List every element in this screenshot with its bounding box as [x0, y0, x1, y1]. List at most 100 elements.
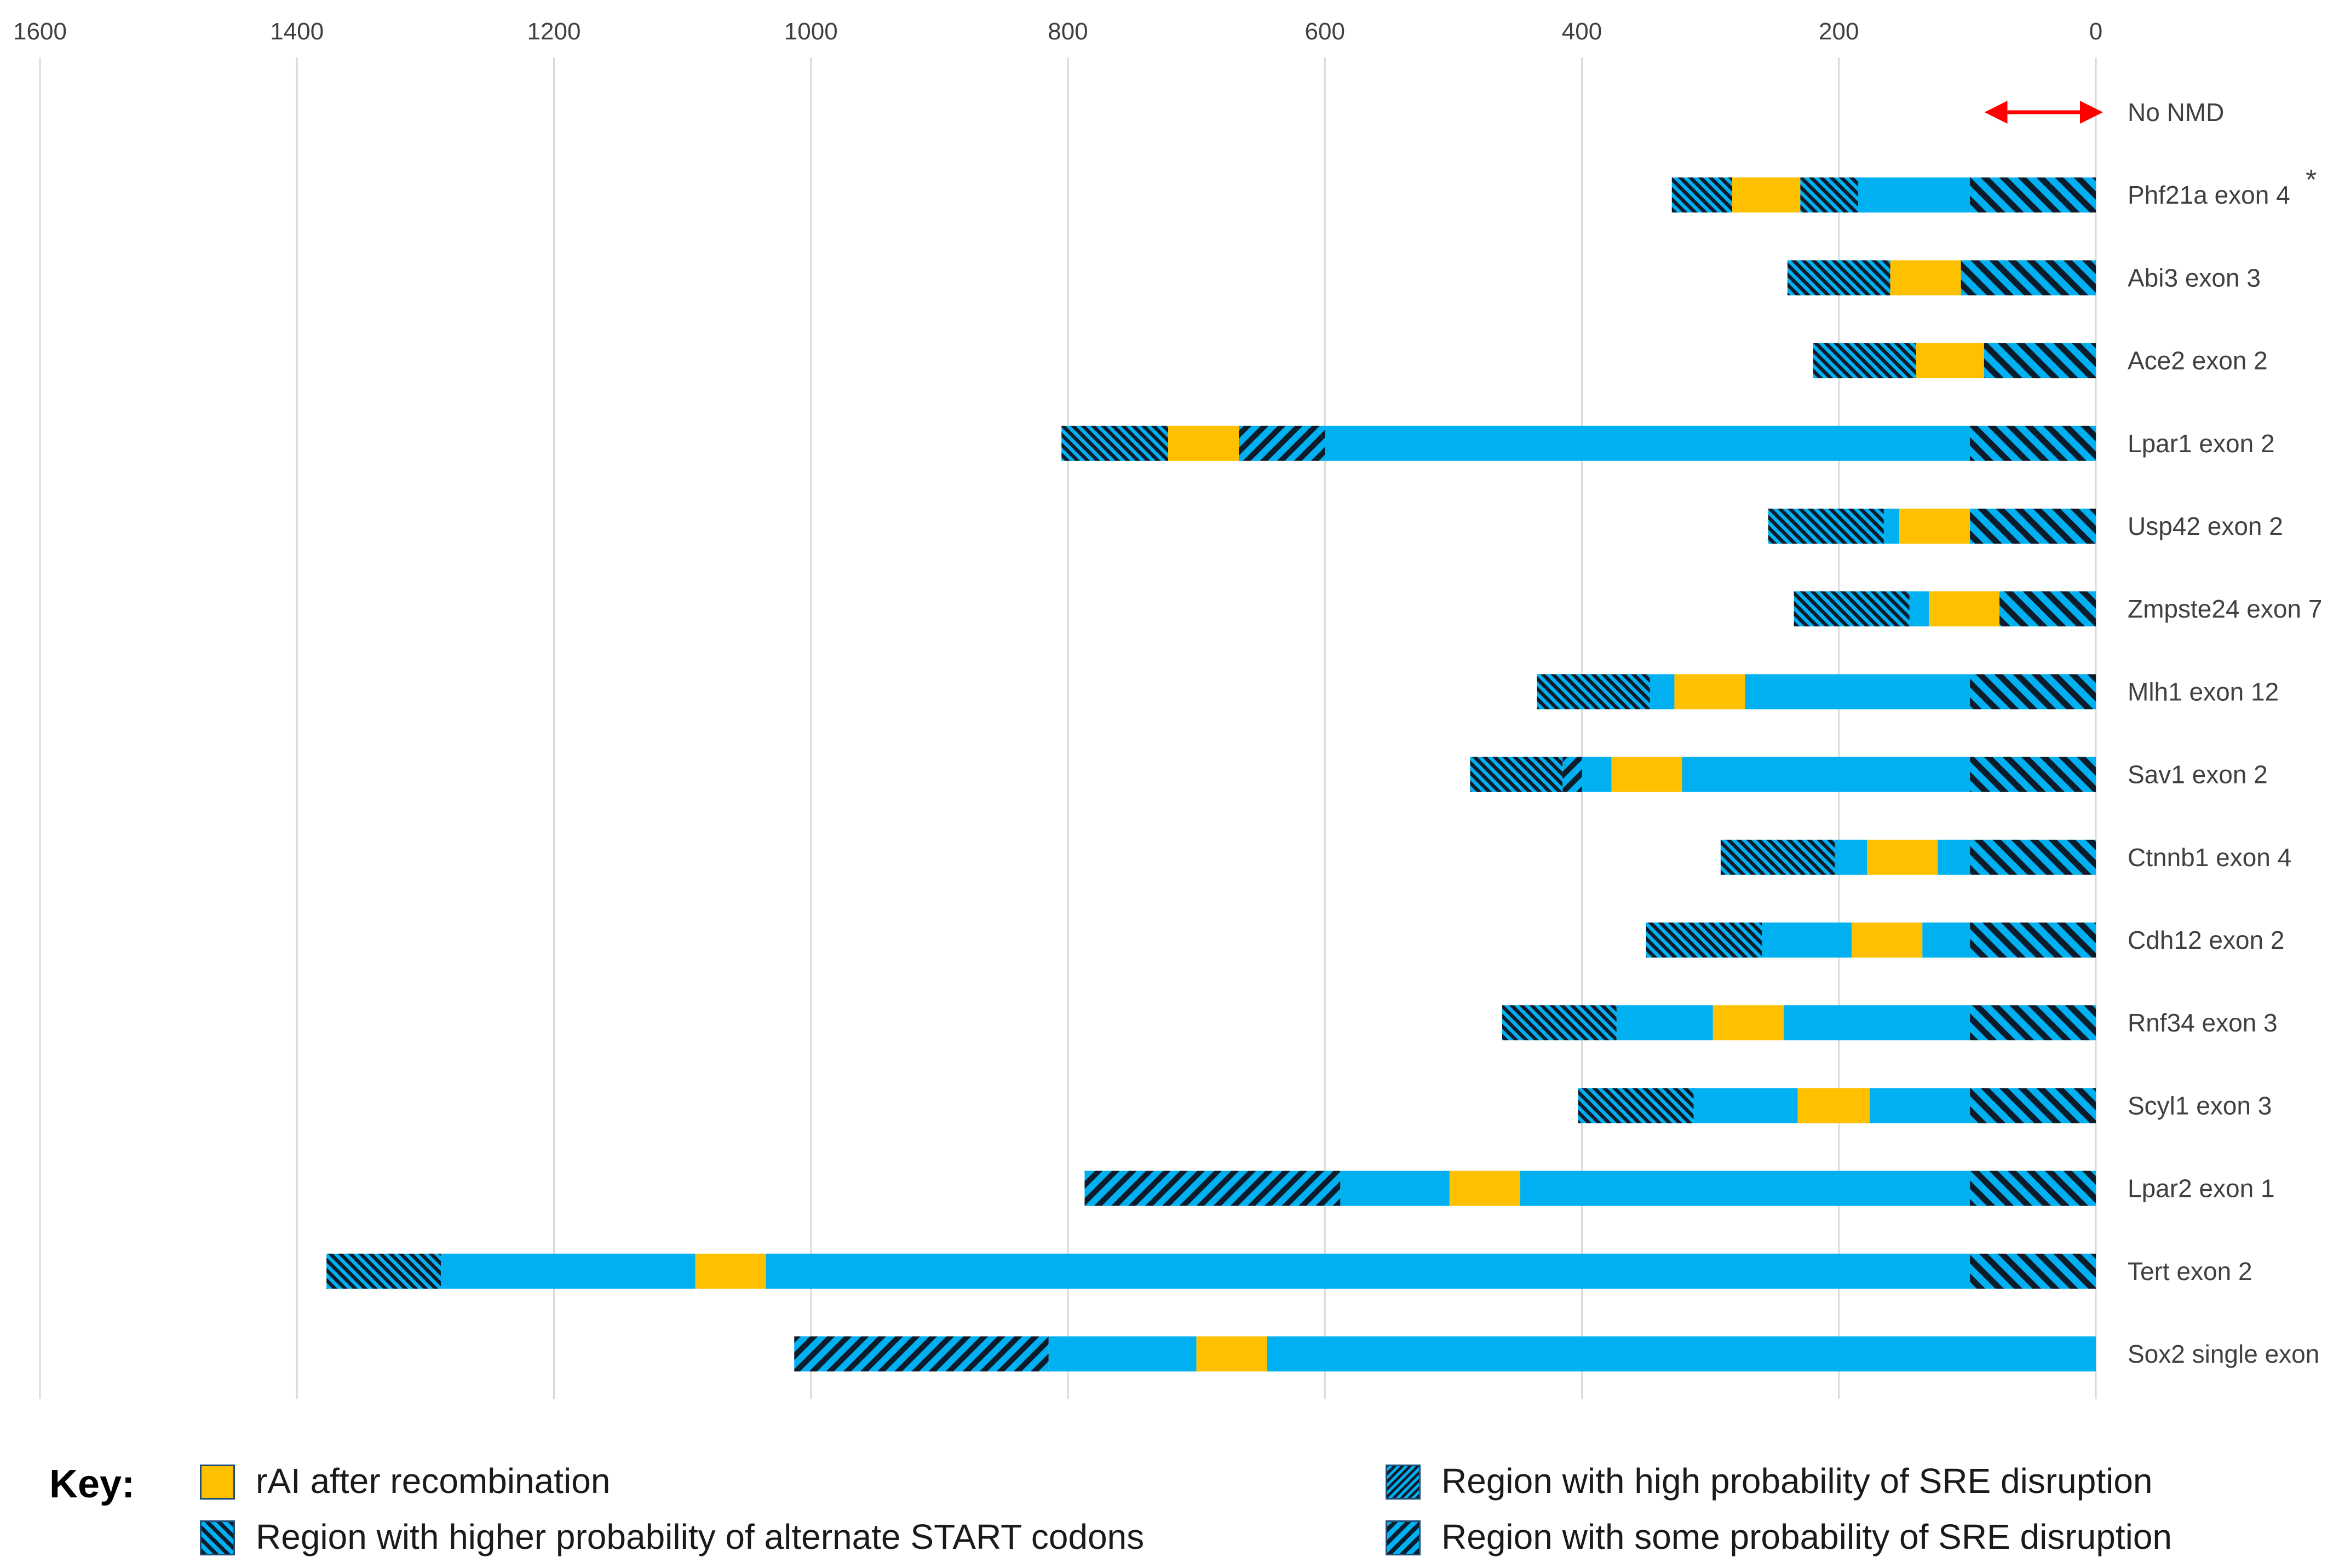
legend-label-sre-high: Region with high probability of SRE disr…: [1441, 1461, 2153, 1501]
category-label: Lpar2 exon 1: [2128, 1174, 2275, 1203]
bar-segment-plain: [1922, 923, 1970, 958]
bar-segment-sre_some: [1984, 343, 2096, 378]
bar-segment-sre_high: [1671, 177, 1733, 213]
bar-segment-plain: [1761, 923, 1852, 958]
legend: Key: rAI after recombination Region with…: [49, 1445, 2295, 1557]
bar-row: [1537, 674, 2096, 710]
bar-segment-plain: [1520, 1171, 1970, 1206]
bar-segment-start: [1084, 1171, 1341, 1206]
legend-swatch-start: [200, 1520, 235, 1555]
x-tick-label: 400: [1562, 18, 1602, 45]
legend-label-start: Region with higher probability of altern…: [256, 1517, 1145, 1557]
category-label: Tert exon 2: [2128, 1257, 2252, 1285]
bar-segment-plain: [1745, 674, 1970, 710]
bar-segment-plain: [1650, 674, 1675, 710]
bar-segment-sre_high: [1537, 674, 1650, 710]
bar-segment-start: [1562, 757, 1582, 792]
legend-item-start: Region with higher probability of altern…: [200, 1517, 1144, 1557]
bar-segment-sre_some: [1970, 509, 2096, 544]
bar-segment-sre_high: [1502, 1005, 1617, 1041]
x-tick-label: 1000: [784, 18, 838, 45]
category-label: Cdh12 exon 2: [2128, 926, 2284, 954]
bar-segment-sre_some: [1970, 425, 2096, 461]
bar-segment-plain: [1048, 1336, 1197, 1371]
x-tick-label: 1400: [270, 18, 324, 45]
bar-segment-rai: [1674, 674, 1745, 710]
category-label: Lpar1 exon 2: [2128, 429, 2275, 458]
bar-segment-sre_high: [1787, 260, 1890, 296]
bar-segment-rai: [1899, 509, 1970, 544]
category-label: Usp42 exon 2: [2128, 512, 2283, 540]
bar-segment-plain: [1693, 1088, 1798, 1123]
x-tick-label: 0: [2089, 18, 2102, 45]
bar-row: [1084, 1171, 2096, 1206]
bar-segment-plain: [1616, 1005, 1713, 1041]
bar-segment-sre_high: [1061, 425, 1169, 461]
category-label: Sox2 single exon: [2128, 1340, 2319, 1368]
bar-segment-plain: [1883, 509, 1900, 544]
bar-segment-plain: [441, 1253, 696, 1289]
x-tick-label: 1600: [13, 18, 67, 45]
bar-row: [1502, 1005, 2096, 1041]
bar-segment-plain: [1909, 591, 1929, 627]
bar-segment-sre_some: [1970, 1171, 2096, 1206]
bar-segment-sre_high: [1794, 591, 1910, 627]
bar-row: [794, 1336, 2096, 1371]
bar-segment-sre_some: [1970, 1253, 2096, 1289]
category-label: Phf21a exon 4: [2128, 181, 2290, 209]
legend-swatch-sre-some: [1386, 1520, 1421, 1555]
bar-row: [1578, 1088, 2096, 1123]
legend-swatch-sre-high: [1386, 1465, 1421, 1500]
x-tick-label: 800: [1048, 18, 1088, 45]
annotation-asterisk: *: [2306, 164, 2317, 196]
bar-segment-start: [1239, 425, 1325, 461]
bar-segment-plain: [1938, 839, 1970, 875]
bar-segment-sre_some: [1999, 591, 2096, 627]
bar-segment-sre_some: [1970, 674, 2096, 710]
legend-title: Key:: [49, 1462, 135, 1506]
bar-segment-plain: [1682, 757, 1970, 792]
bar-segment-rai: [1449, 1171, 1520, 1206]
bar-segment-plain: [1267, 1336, 2096, 1371]
x-tick-label: 600: [1305, 18, 1345, 45]
category-label: No NMD: [2128, 98, 2224, 126]
bar-row: [1787, 260, 2096, 296]
bar-segment-sre_high: [1768, 509, 1884, 544]
bar-row: [1813, 343, 2096, 378]
bar-row: [1061, 425, 2096, 461]
bar-segment-sre_some: [1970, 757, 2096, 792]
bar-row: [1470, 757, 2096, 792]
x-axis-ticks: 1600 1400 1200 1000 800 600 400 200 0: [13, 18, 2102, 45]
bar-segment-rai: [1797, 1088, 1870, 1123]
bar-segment-rai: [1852, 923, 1923, 958]
category-label: Ctnnb1 exon 4: [2128, 843, 2291, 872]
bar-segment-plain: [1870, 1088, 1970, 1123]
bar-segment-sre_some: [1970, 923, 2096, 958]
bar-segment-sre_high: [1813, 343, 1916, 378]
legend-item-sre-some: Region with some probability of SRE disr…: [1386, 1517, 2172, 1557]
chart: 1600 1400 1200 1000 800 600 400 200 0 No NMD Phf2…: [13, 18, 2322, 1399]
bar-segment-rai: [1611, 757, 1682, 792]
bar-row: [1646, 923, 2096, 958]
bar-segment-sre_high: [1720, 839, 1835, 875]
bar-segment-rai: [1712, 1005, 1784, 1041]
bar-row: [1671, 177, 2096, 213]
bar-segment-sre_some: [1970, 1088, 2096, 1123]
bar-segment-plain: [1858, 177, 1970, 213]
legend-label-sre-some: Region with some probability of SRE disr…: [1441, 1517, 2172, 1557]
bar-segment-rai: [1168, 425, 1239, 461]
bars: [326, 101, 2103, 1371]
bar-segment-sre_high: [1578, 1088, 1694, 1123]
bar-segment-sre_high: [1800, 177, 1858, 213]
category-label: Sav1 exon 2: [2128, 760, 2268, 789]
category-labels: No NMD Phf21a exon 4 Abi3 exon 3 Ace2 exon …: [2128, 98, 2322, 1368]
bar-segment-sre_some: [1961, 260, 2096, 296]
bar-segment-sre_high: [1646, 923, 1762, 958]
bar-segment-plain: [1582, 757, 1612, 792]
bar-segment-sre_some: [1970, 1005, 2096, 1041]
x-tick-label: 200: [1819, 18, 1859, 45]
legend-label-rai: rAI after recombination: [256, 1461, 611, 1501]
bar-segment-rai: [1916, 343, 1984, 378]
bar-segment-plain: [1835, 839, 1867, 875]
bar-segment-plain: [1783, 1005, 1970, 1041]
